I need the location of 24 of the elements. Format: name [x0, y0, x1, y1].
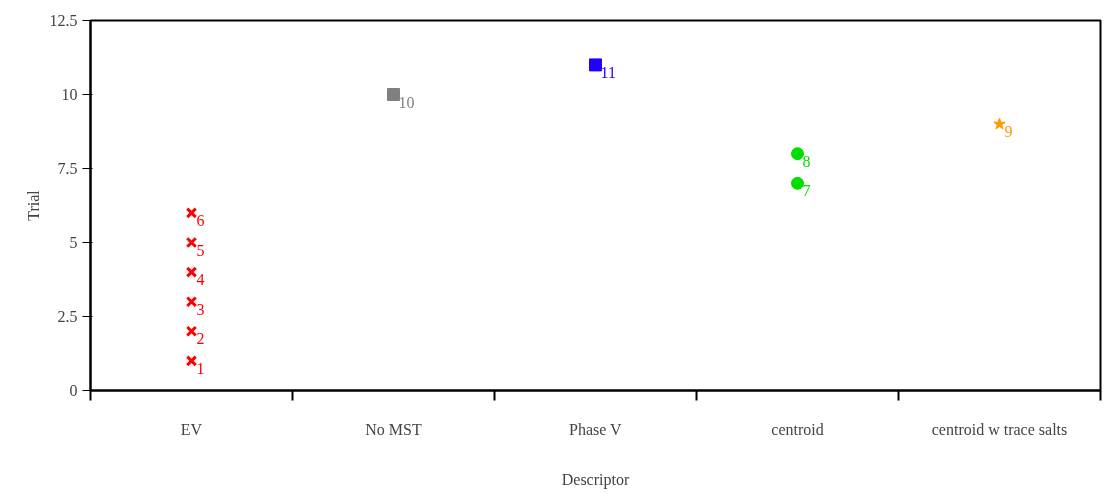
data-label: 4 [196, 271, 205, 289]
data-label: 7 [802, 182, 811, 200]
y-tick-label: 5 [69, 234, 78, 251]
x-tick-label: centroid w trace salts [931, 420, 1068, 438]
y-tick-label: 10 [61, 86, 78, 103]
data-label: 9 [1004, 123, 1013, 141]
data-label: 2 [196, 330, 205, 348]
data-label: 11 [600, 63, 616, 81]
x-tick-label: centroid [771, 420, 824, 438]
data-label: 6 [196, 211, 205, 229]
y-tick-label: 12.5 [49, 12, 78, 29]
y-tick-label: 2.5 [57, 308, 78, 325]
x-axis-title: Descriptor [561, 470, 630, 489]
data-label: 5 [196, 241, 205, 259]
data-label: 3 [196, 300, 205, 318]
data-label: 1 [196, 359, 205, 377]
x-tick-label: No MST [365, 420, 422, 438]
x-tick-label: Phase V [569, 420, 623, 438]
y-tick-label: 7.5 [57, 160, 78, 177]
x-tick-label: EV [180, 420, 203, 438]
data-label: 10 [398, 93, 415, 111]
data-label: 8 [802, 152, 811, 170]
y-tick-label: 0 [69, 382, 78, 399]
y-axis-title: Trial [24, 189, 42, 221]
